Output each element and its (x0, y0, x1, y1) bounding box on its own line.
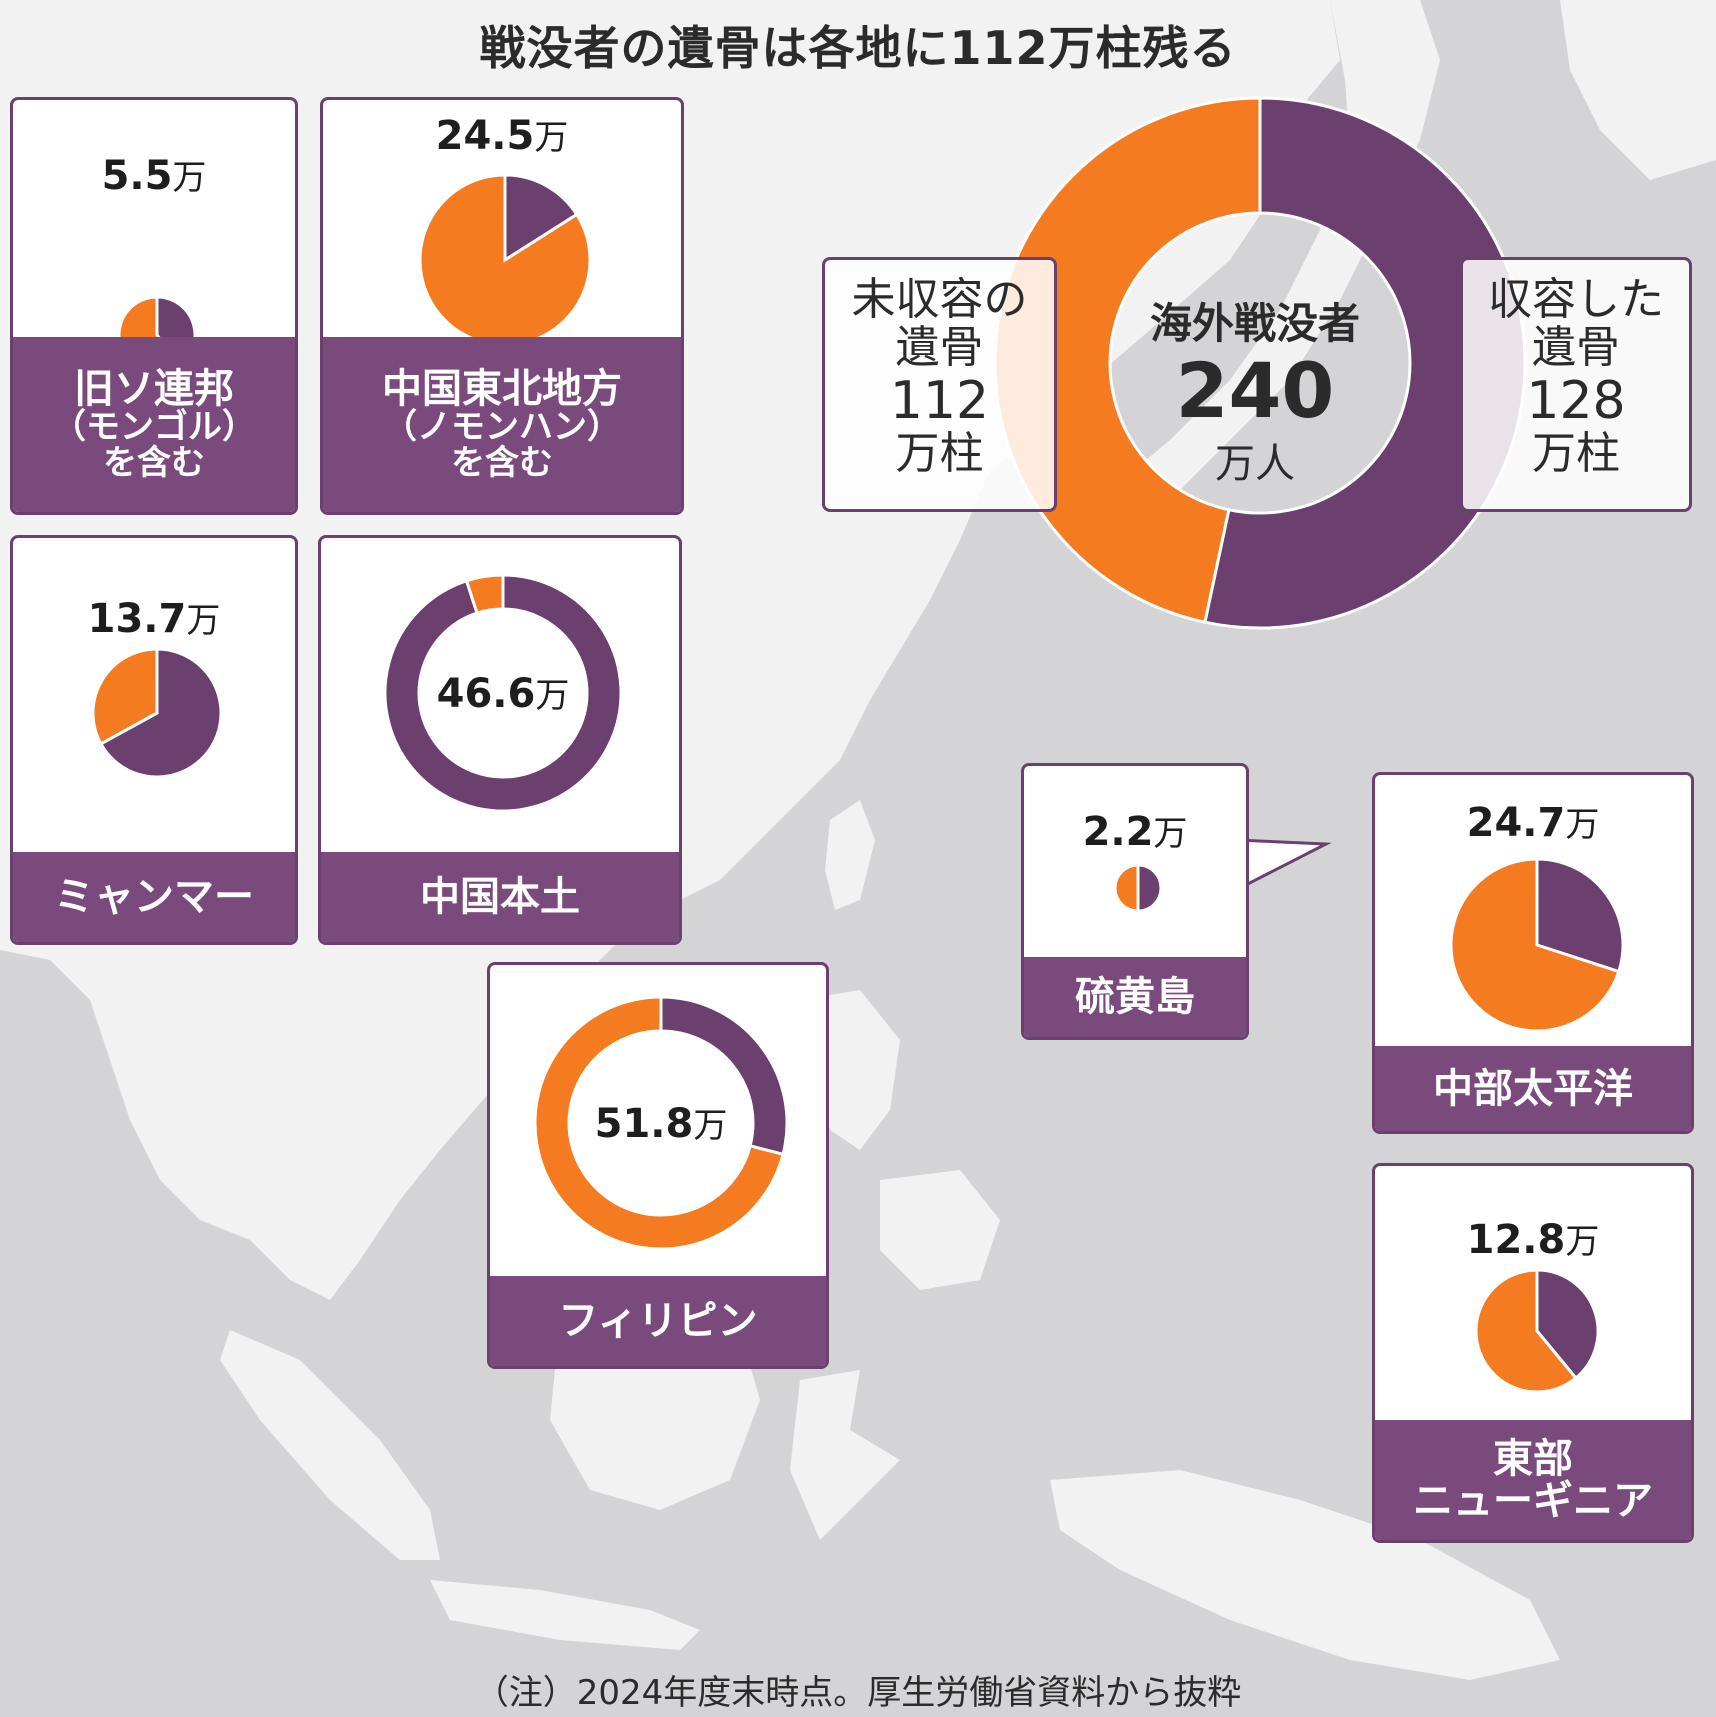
region-label: 旧ソ連邦 （モンゴル） を含む (13, 337, 295, 512)
region-value: 2.2 (1082, 809, 1154, 855)
recovered-slice (383, 573, 623, 813)
recovered-slice (503, 173, 579, 263)
region-card-iwo-jima: 2.2万 硫黄島 (1021, 763, 1249, 1040)
region-sub1: （ノモンハン） (383, 406, 621, 447)
taiwan (825, 800, 875, 910)
region-name: 中部太平洋 (1433, 1065, 1633, 1112)
region-label: 中国本土 (321, 852, 679, 942)
recovered-label-line2: 遺骨 (1532, 322, 1620, 374)
recovered-slice (1136, 863, 1163, 913)
unrecovered-slice (1474, 1268, 1578, 1394)
region-sub2: を含む (451, 442, 553, 483)
callout-pointer (1236, 838, 1332, 892)
region-value: 12.8 (1466, 1217, 1566, 1263)
region-card-east-new-guinea: 12.8万 東部 ニューギニア (1372, 1163, 1694, 1543)
region-label: ミャンマー (13, 852, 295, 942)
region-donut-chart (383, 573, 623, 813)
unrecovered-unit: 万柱 (895, 427, 984, 479)
region-name: 旧ソ連邦 (74, 365, 234, 412)
region-label: 中国東北地方 （ノモンハン） を含む (323, 337, 681, 512)
region-value: 46.6 (436, 671, 536, 717)
region-card-former-ussr: 5.5万 旧ソ連邦 （モンゴル） を含む (10, 97, 298, 515)
region-value: 24.7 (1466, 800, 1566, 846)
overall-center-label: 海外戦没者 (1149, 299, 1360, 348)
region-name: 中国東北地方 (382, 365, 622, 412)
recovered-slice (98, 648, 222, 778)
overall-center: 海外戦没者 240 万人 (1110, 290, 1400, 489)
region-label: 硫黄島 (1024, 957, 1246, 1037)
region-sub1: （モンゴル） (52, 406, 256, 447)
region-unit: 万 (172, 158, 207, 198)
sulawesi (790, 1370, 900, 1540)
region-card-central-pacific: 24.7万 中部太平洋 (1372, 772, 1694, 1134)
region-unit: 万 (535, 676, 570, 716)
hokkaido (1560, 0, 1716, 180)
unrecovered-slice (418, 173, 592, 347)
region-unit: 万 (1565, 1222, 1600, 1262)
overall-center-value: 240 (1175, 346, 1335, 435)
region-name: 中国本土 (420, 874, 580, 920)
region-card-northeast-china: 24.5万 中国東北地方 （ノモンハン） を含む (320, 97, 684, 515)
region-unit: 万 (1565, 805, 1600, 845)
unrecovered-label-line1: 未収容の (851, 274, 1028, 325)
sumatra (220, 1330, 440, 1560)
region-unit: 万 (534, 118, 569, 158)
region-unit: 万 (693, 1106, 728, 1146)
region-pie-chart (92, 648, 222, 778)
region-label: 中部太平洋 (1375, 1046, 1691, 1131)
unrecovered-value: 112 (889, 370, 990, 431)
unrecovered-label-line2: 遺骨 (895, 322, 984, 374)
unrecovered-slice (1113, 863, 1140, 913)
region-name: ミャンマー (54, 874, 254, 920)
unrecovered-slice (92, 648, 159, 746)
region-pie-chart (1113, 863, 1163, 913)
region-donut-chart (533, 995, 789, 1251)
unrecovered-box: 未収容の 遺骨 112 万柱 (822, 257, 1057, 512)
region-pie-chart (1449, 857, 1625, 1033)
region-name: 東部 (1493, 1436, 1573, 1482)
unrecovered-slice (464, 573, 505, 616)
region-label: 東部 ニューギニア (1375, 1420, 1691, 1540)
chart-title: 戦没者の遺骨は各地に112万柱残る (479, 21, 1237, 75)
region-sub2: を含む (103, 442, 205, 483)
region-card-china-mainland: 46.6万 中国本土 (318, 535, 682, 945)
region-value: 51.8 (594, 1101, 694, 1147)
recovered-slice (1535, 1268, 1600, 1381)
region-unit: 万 (1153, 814, 1188, 854)
java (430, 1580, 700, 1650)
recovered-value: 128 (1526, 370, 1626, 431)
region-card-philippines: 51.8万 フィリピン (487, 962, 829, 1369)
region-pie-chart (418, 173, 592, 347)
overall-center-unit: 万人 (1215, 440, 1295, 487)
unrecovered-slice (1449, 857, 1621, 1033)
mindanao (880, 1170, 1000, 1290)
new-guinea (1050, 1470, 1560, 1680)
region-value: 5.5 (101, 153, 173, 199)
recovered-slice (1535, 857, 1625, 974)
recovered-slice (1203, 96, 1527, 630)
region-name: 硫黄島 (1075, 974, 1195, 1020)
recovered-unit: 万柱 (1532, 427, 1620, 479)
region-card-myanmar: 13.7万 ミャンマー (10, 535, 298, 945)
unrecovered-slice (533, 995, 785, 1251)
source-note: （注）2024年度末時点。厚生労働省資料から抜粋 (474, 1673, 1242, 1713)
recovered-label-line1: 収容した (1488, 274, 1664, 325)
region-name: フィリピン (558, 1298, 758, 1344)
region-unit: 万 (186, 601, 221, 641)
region-value: 13.7 (87, 596, 187, 642)
recovered-box: 収容した 遺骨 128 万柱 (1460, 257, 1692, 512)
region-value: 24.5 (435, 113, 535, 159)
region-pie-chart (1474, 1268, 1600, 1394)
region-label: フィリピン (490, 1276, 826, 1366)
region-name-line2: ニューギニア (1413, 1478, 1653, 1524)
